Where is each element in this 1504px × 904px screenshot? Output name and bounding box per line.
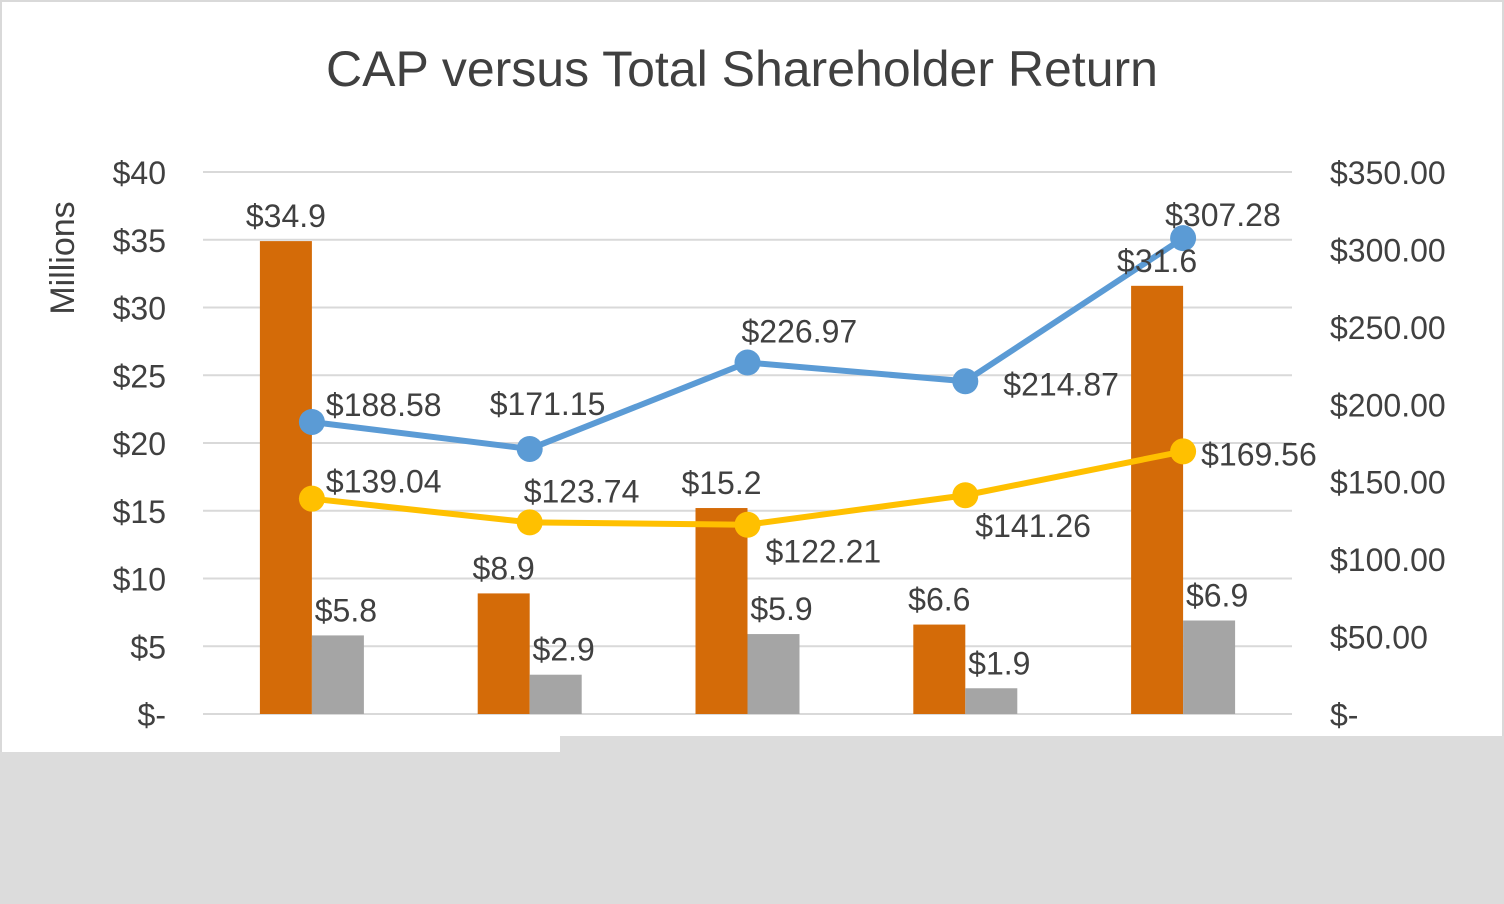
bar [913, 624, 966, 714]
line-marker [1170, 225, 1197, 252]
line-marker [952, 482, 979, 509]
right-tick-label: $250.00 [1330, 310, 1446, 346]
right-tick-label: $100.00 [1330, 542, 1446, 578]
left-tick-label: $5 [130, 629, 166, 665]
left-tick-label: $35 [113, 223, 166, 259]
y-axis-label: Millions [44, 201, 82, 314]
bar-data-label: $34.9 [246, 198, 326, 234]
bar-data-label: $5.9 [750, 591, 812, 627]
occluding-overlay [0, 736, 1504, 904]
line-data-label: $141.26 [975, 508, 1091, 544]
right-tick-label: $- [1330, 697, 1358, 733]
line-marker [734, 349, 761, 376]
left-tick-label: $20 [113, 426, 166, 462]
right-tick-label: $150.00 [1330, 465, 1446, 501]
bar-data-label: $15.2 [681, 465, 761, 501]
line-data-label: $171.15 [490, 386, 606, 422]
bar [965, 688, 1018, 714]
chart-title: CAP versus Total Shareholder Return [326, 41, 1158, 97]
bar-data-label: $6.9 [1186, 578, 1248, 614]
bars [259, 241, 1236, 715]
line-marker [298, 408, 325, 435]
line-data-label: $169.56 [1201, 436, 1317, 472]
right-tick-label: $50.00 [1330, 620, 1428, 656]
line-marker [516, 435, 543, 462]
line-marker [298, 485, 325, 512]
bar-data-label: $8.9 [473, 550, 535, 586]
right-axis-ticks: $- $50.00 $100.00 $150.00 $200.00 $250.00 $300… [1330, 155, 1446, 733]
line-marker [1170, 438, 1197, 465]
right-tick-label: $350.00 [1330, 155, 1446, 191]
bar [311, 635, 364, 714]
line-marker [516, 509, 543, 536]
right-tick-label: $200.00 [1330, 387, 1446, 423]
bar-data-label: $5.8 [315, 592, 377, 628]
bar [1183, 620, 1236, 714]
left-tick-label: $15 [113, 494, 166, 530]
left-tick-label: $30 [113, 291, 166, 327]
bar [529, 674, 582, 714]
left-tick-label: $40 [113, 155, 166, 191]
bar [259, 241, 312, 715]
data-labels: $34.9 $8.9 $15.2 $6.6 $31.6 $5.8 $2.9 $5.9 $1.9 $… [246, 197, 1317, 681]
line-data-label: $226.97 [742, 314, 858, 350]
occluder-right [560, 736, 1504, 904]
bar-data-label: $2.9 [533, 632, 595, 668]
bar-data-label: $31.6 [1117, 243, 1197, 279]
lines [298, 225, 1197, 538]
bar [695, 508, 748, 714]
line-data-label: $214.87 [1003, 366, 1119, 402]
line-data-label: $307.28 [1165, 197, 1281, 233]
bar [477, 593, 530, 714]
line-data-label: $139.04 [326, 464, 442, 500]
left-tick-label: $- [138, 697, 166, 733]
right-tick-label: $300.00 [1330, 232, 1446, 268]
left-tick-label: $25 [113, 358, 166, 394]
line-data-label: $122.21 [766, 534, 882, 570]
bar-data-label: $1.9 [968, 645, 1030, 681]
line-data-label: $188.58 [326, 387, 442, 423]
bar [1131, 285, 1184, 714]
occluder-left [0, 752, 562, 904]
left-tick-label: $10 [113, 562, 166, 598]
line-data-label: $123.74 [524, 473, 640, 509]
line-marker [734, 511, 761, 538]
bar [747, 634, 800, 714]
left-axis-ticks: $- $5 $10 $15 $20 $25 $30 $35 $40 [113, 155, 166, 733]
line-marker [952, 368, 979, 395]
bar-data-label: $6.6 [908, 582, 970, 618]
